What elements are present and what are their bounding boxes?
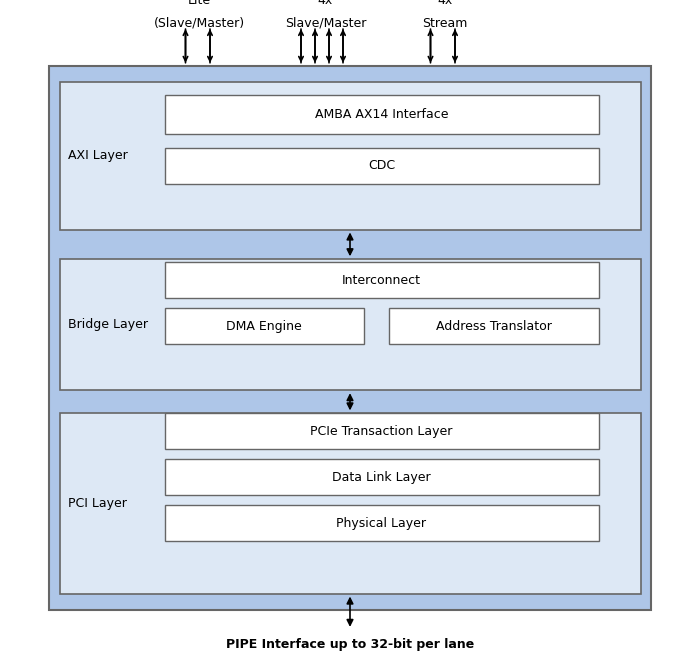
Bar (389, 308, 598, 344)
Text: Lite: Lite (188, 0, 211, 7)
Text: 4x: 4x (318, 0, 333, 7)
Bar (60, 82, 640, 230)
Text: Interconnect: Interconnect (342, 274, 421, 287)
Bar (60, 413, 640, 594)
Text: Slave/Master: Slave/Master (285, 16, 366, 30)
Bar (164, 308, 364, 344)
Bar (164, 413, 598, 449)
Bar (164, 505, 598, 541)
Text: CDC: CDC (368, 159, 395, 172)
Text: Bridge Layer: Bridge Layer (68, 318, 148, 331)
Bar (164, 459, 598, 495)
Text: Address Translator: Address Translator (435, 320, 552, 333)
Text: Stream: Stream (422, 16, 467, 30)
Bar (60, 259, 640, 390)
Text: PCI Layer: PCI Layer (68, 497, 127, 510)
Text: PCIe Transaction Layer: PCIe Transaction Layer (310, 425, 453, 438)
Bar (164, 262, 598, 298)
Text: 4x: 4x (437, 0, 452, 7)
Text: Data Link Layer: Data Link Layer (332, 471, 430, 483)
Bar (49, 66, 651, 610)
Text: AXI Layer: AXI Layer (68, 150, 127, 162)
Bar (164, 95, 598, 134)
Text: Physical Layer: Physical Layer (337, 517, 426, 529)
Bar (164, 148, 598, 184)
Text: AMBA AX14 Interface: AMBA AX14 Interface (315, 108, 448, 121)
Text: (Slave/Master): (Slave/Master) (154, 16, 245, 30)
Text: DMA Engine: DMA Engine (226, 320, 302, 333)
Text: PIPE Interface up to 32-bit per lane: PIPE Interface up to 32-bit per lane (226, 638, 474, 651)
